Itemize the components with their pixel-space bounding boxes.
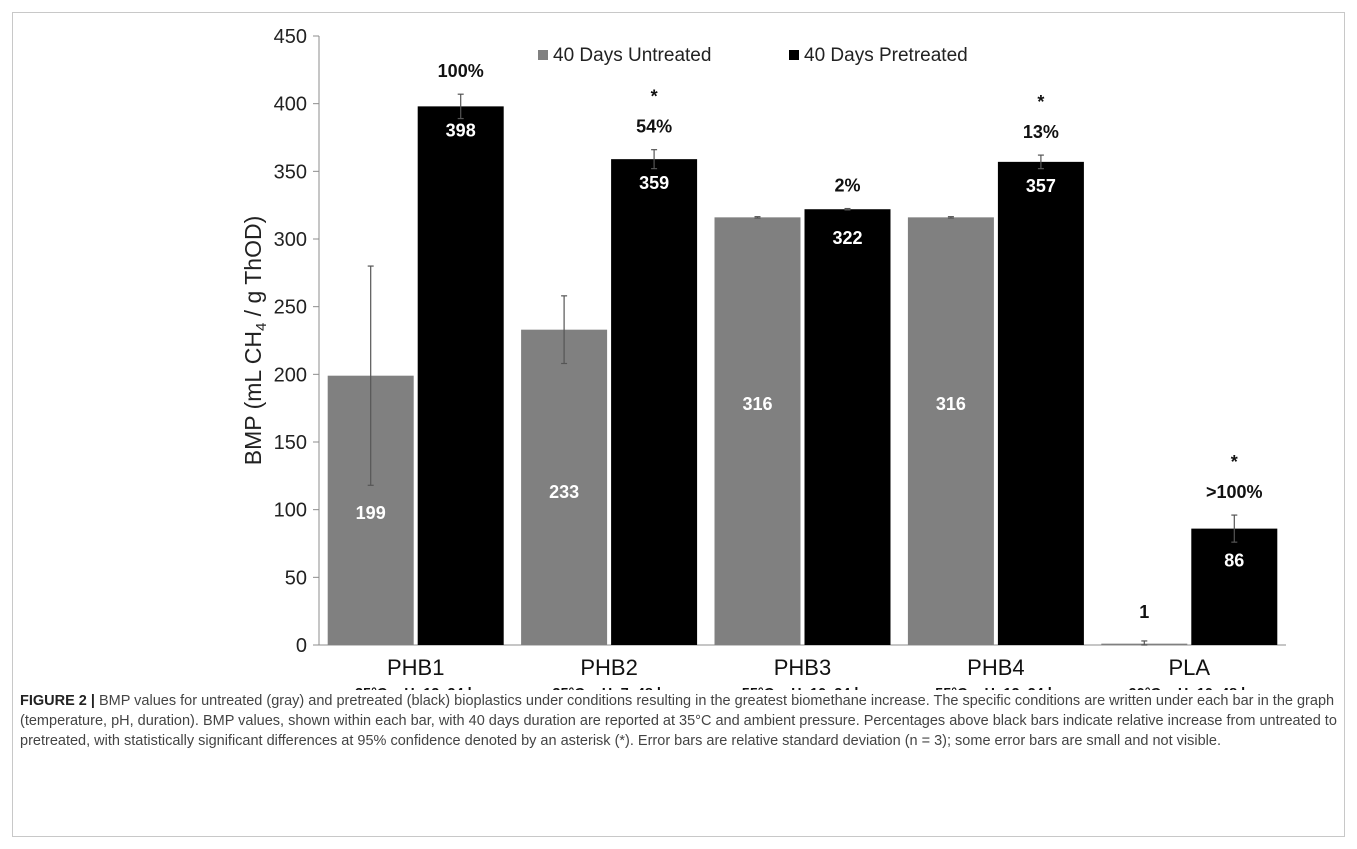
bar-pretreated (611, 159, 698, 646)
x-category-label: PHB3 (774, 655, 831, 680)
legend-label: 40 Days Pretreated (804, 45, 968, 66)
data-label: 398 (446, 120, 476, 140)
x-category-label: PHB2 (580, 655, 637, 680)
bar-untreated (521, 329, 608, 645)
y-axis-title: BMP (mL CH4 / g ThOD) (240, 216, 270, 465)
figure-caption: FIGURE 2 | BMP values for untreated (gra… (20, 691, 1338, 751)
data-label: 86 (1224, 551, 1244, 571)
bar-pretreated (417, 106, 504, 645)
y-tick-label: 250 (274, 297, 307, 319)
y-tick-label: 400 (274, 94, 307, 116)
y-axis-title-subscript: 4 (253, 323, 270, 331)
bar-pretreated (997, 161, 1084, 646)
figure-frame (12, 12, 1345, 837)
significance-mark: * (1231, 452, 1238, 472)
y-tick-label: 200 (274, 364, 307, 386)
data-label: 322 (832, 228, 862, 248)
data-label: 359 (639, 173, 669, 193)
y-axis-title-part: / g ThOD) (240, 216, 266, 323)
bar-untreated (907, 217, 994, 645)
data-label: 316 (742, 394, 772, 414)
caption-text: BMP values for untreated (gray) and pret… (20, 693, 1337, 749)
y-tick-label: 50 (285, 567, 307, 589)
y-tick-label: 100 (274, 500, 307, 522)
data-label: 316 (936, 394, 966, 414)
chart-labels: 199 398 100% PHB1 35°C, pH=12, 24 h 233 359 54%… (355, 61, 1263, 690)
chart-legend: 40 Days Untreated 40 Days Pretreated (538, 45, 968, 66)
legend-swatch-pretreated (789, 50, 799, 60)
x-condition-label: 55°C, pH=12, 24 h (935, 686, 1056, 690)
y-tick-label: 0 (296, 635, 307, 657)
y-tick-label: 300 (274, 229, 307, 251)
bar-chart: 0 50 100 150 200 250 300 350 400 450 BMP (mL CH4 /… (240, 26, 1286, 690)
data-label: 1 (1139, 602, 1149, 622)
percent-label: 54% (636, 117, 672, 137)
percent-label: 13% (1023, 122, 1059, 142)
x-condition-label: 90°C, pH=10, 48 h (1129, 686, 1250, 690)
chart-bars (327, 93, 1278, 646)
percent-label: 2% (834, 176, 860, 196)
bar-pretreated (804, 209, 891, 645)
data-label: 199 (356, 503, 386, 523)
chart-axes: 0 50 100 150 200 250 300 350 400 450 BMP (mL CH4 /… (240, 26, 1286, 657)
significance-mark: * (1037, 92, 1044, 112)
data-label: 233 (549, 482, 579, 502)
data-label: 357 (1026, 176, 1056, 196)
y-tick-label: 450 (274, 26, 307, 48)
x-category-label: PHB4 (967, 655, 1024, 680)
y-axis-title-part: BMP (mL CH (240, 331, 266, 465)
caption-label: FIGURE 2 | (20, 693, 95, 709)
x-condition-label: 35°C, pH=12, 24 h (355, 686, 476, 690)
x-condition-label: 55°C, pH=10, 24 h (742, 686, 863, 690)
x-category-label: PLA (1169, 655, 1211, 680)
significance-mark: * (651, 87, 658, 107)
x-category-label: PHB1 (387, 655, 444, 680)
bar-untreated (714, 217, 801, 645)
percent-label: >100% (1206, 482, 1263, 502)
x-condition-label: 35°C, pH=7, 48 h (552, 686, 665, 690)
legend-label: 40 Days Untreated (553, 45, 711, 66)
percent-label: 100% (438, 61, 484, 81)
legend-swatch-untreated (538, 50, 548, 60)
bar-pretreated (1191, 528, 1278, 645)
y-tick-label: 150 (274, 432, 307, 454)
y-tick-label: 350 (274, 161, 307, 183)
